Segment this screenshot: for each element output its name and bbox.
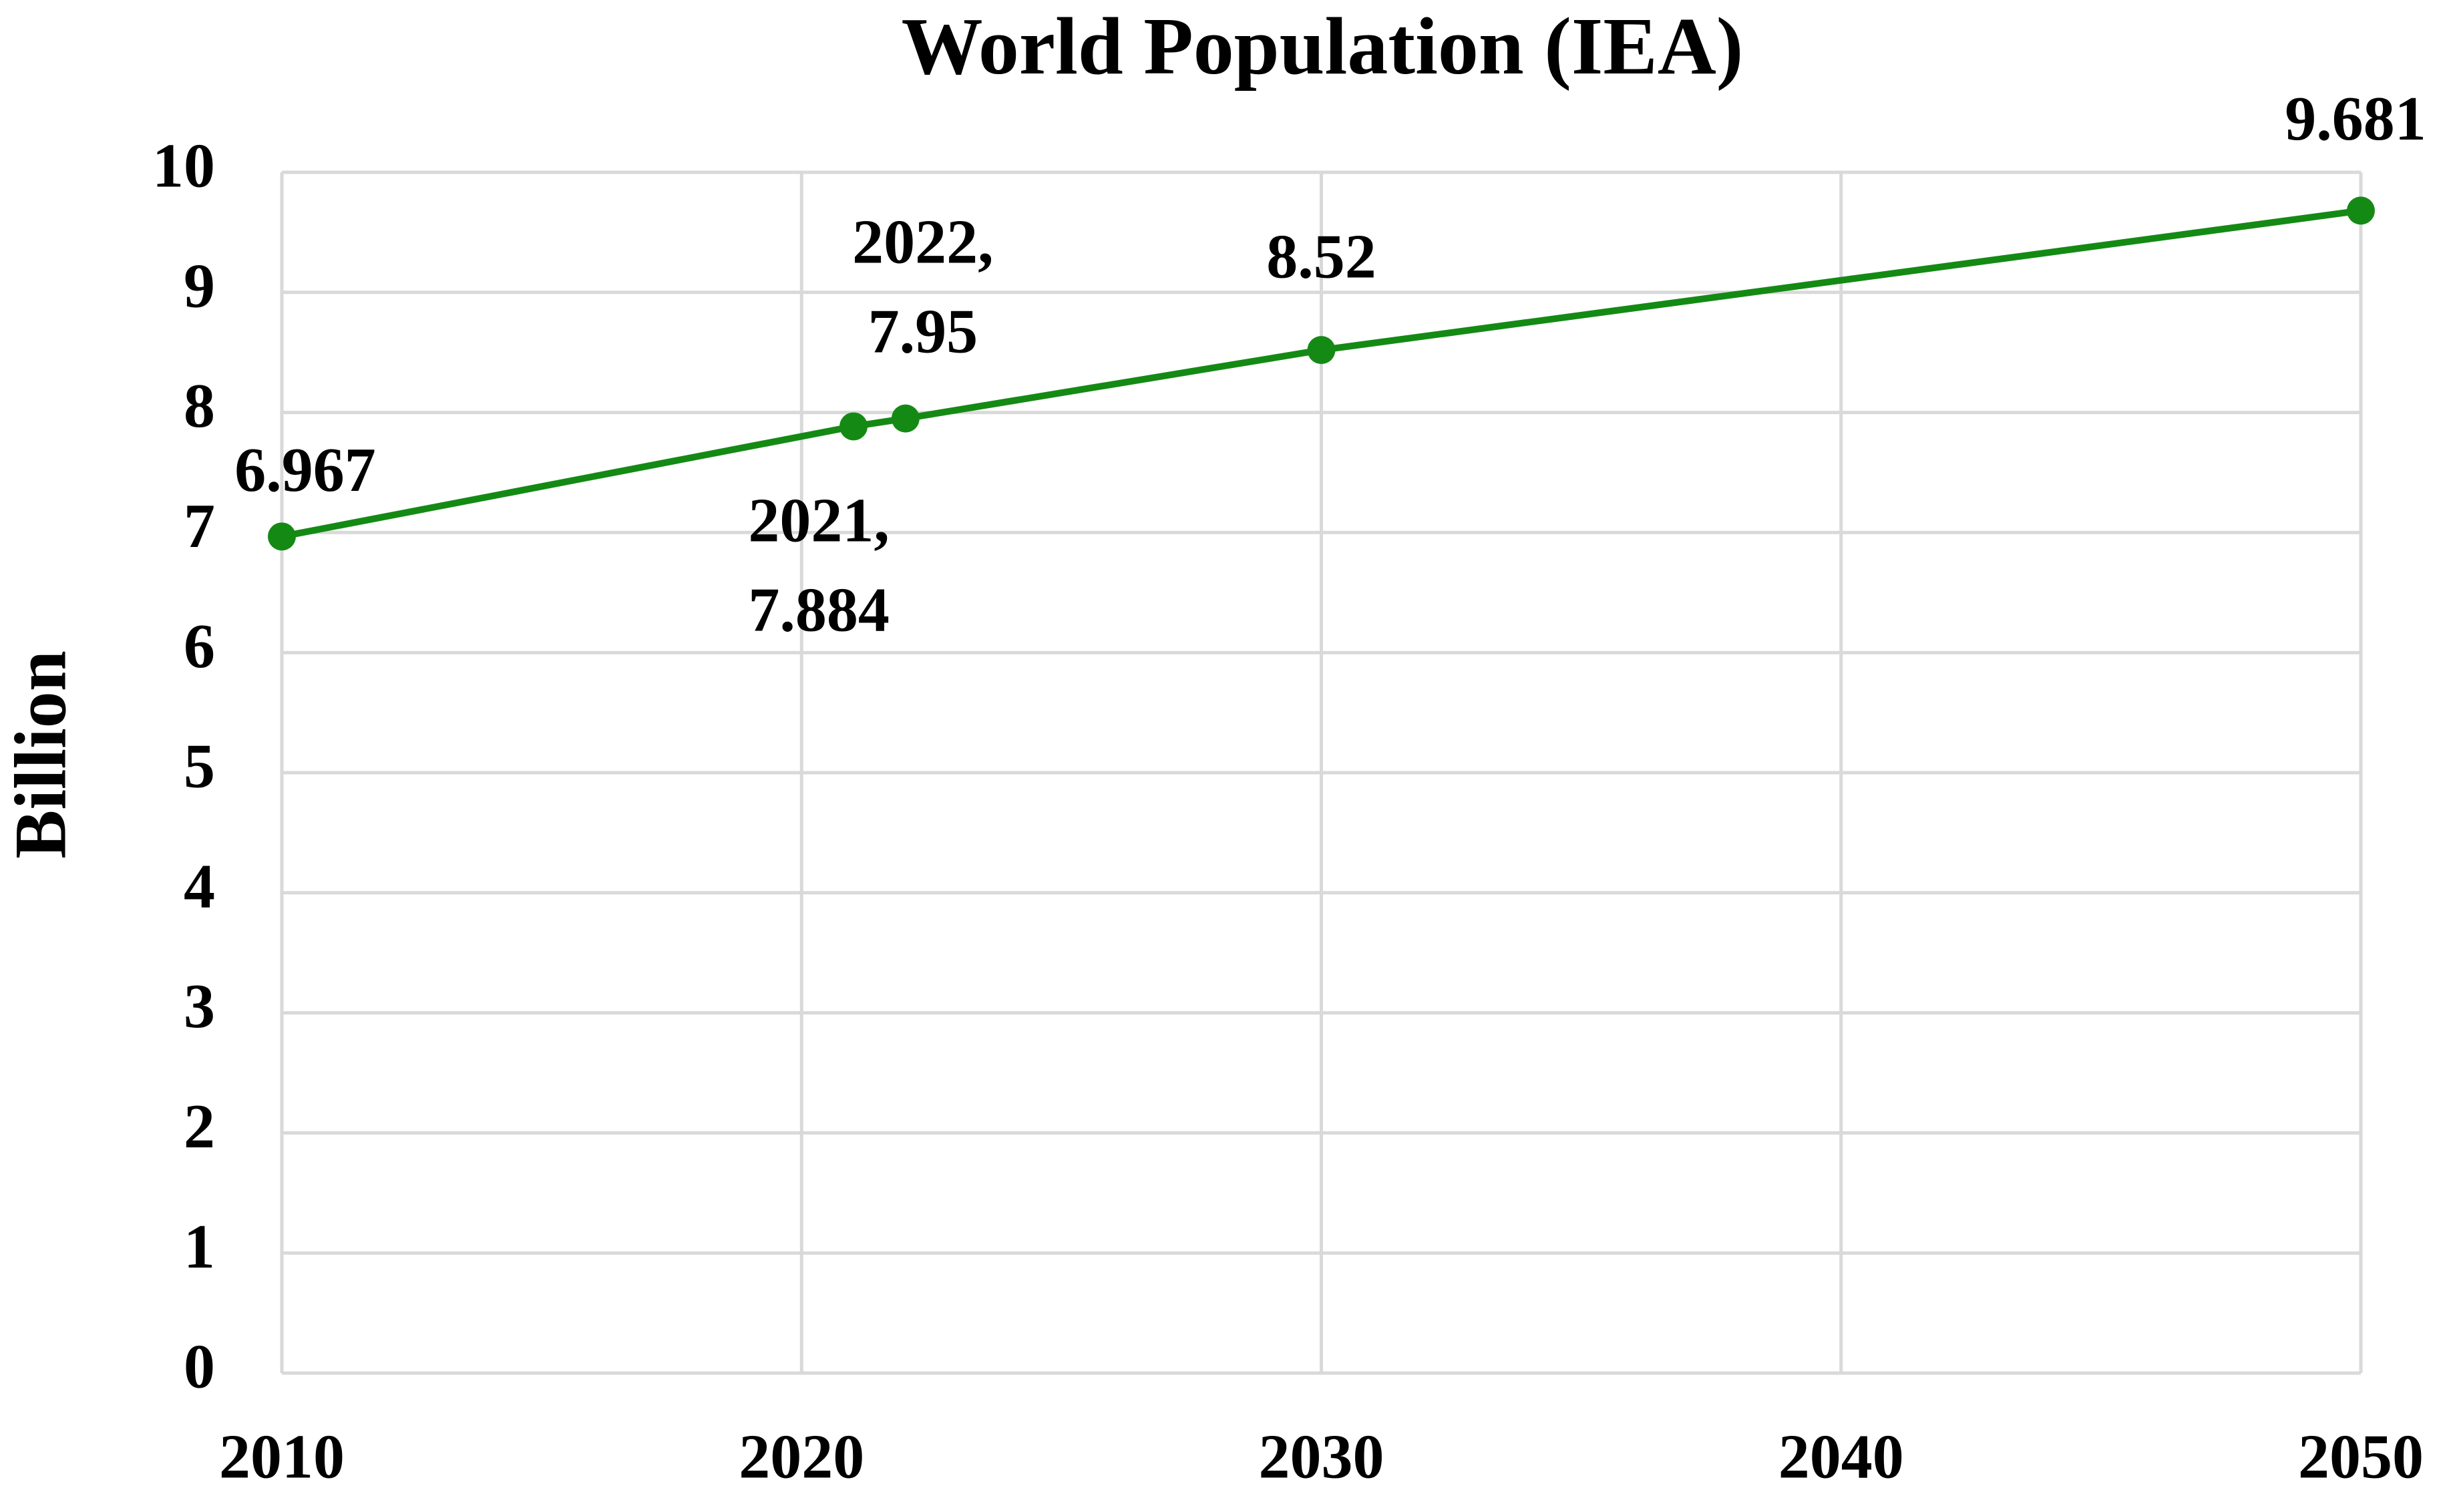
x-tick-label: 2040 bbox=[1778, 1423, 1904, 1492]
data-label: 9.681 bbox=[2285, 84, 2426, 154]
y-tick-label: 1 bbox=[184, 1212, 215, 1282]
chart-title: World Population (IEA) bbox=[902, 1, 1744, 91]
data-label: 8.52 bbox=[1266, 222, 1376, 292]
y-tick-label: 2 bbox=[184, 1092, 215, 1161]
y-tick-label: 10 bbox=[152, 132, 215, 201]
x-tick-label: 2010 bbox=[219, 1423, 345, 1492]
y-tick-label: 9 bbox=[184, 251, 215, 321]
y-tick-label: 8 bbox=[184, 371, 215, 441]
y-tick-label: 0 bbox=[184, 1332, 215, 1402]
x-tick-label: 2020 bbox=[739, 1423, 864, 1492]
marker bbox=[891, 404, 920, 433]
marker bbox=[268, 522, 296, 551]
y-tick-label: 7 bbox=[184, 492, 215, 561]
y-tick-label: 4 bbox=[184, 852, 215, 921]
data-label: 2021, 7.884 bbox=[748, 486, 890, 644]
x-tick-label: 2030 bbox=[1259, 1423, 1384, 1492]
data-label: 2022, 7.95 bbox=[852, 207, 994, 366]
marker bbox=[2347, 196, 2375, 225]
x-tick-label: 2050 bbox=[2298, 1423, 2424, 1492]
y-axis-label: Billion bbox=[0, 650, 81, 859]
marker bbox=[839, 412, 868, 441]
y-tick-label: 3 bbox=[184, 972, 215, 1041]
y-tick-label: 6 bbox=[184, 612, 215, 681]
marker bbox=[1307, 336, 1336, 365]
y-tick-label: 5 bbox=[184, 732, 215, 801]
data-label: 6.967 bbox=[234, 435, 376, 505]
